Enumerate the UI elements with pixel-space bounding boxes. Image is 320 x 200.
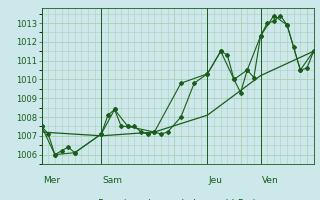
Text: Mer: Mer [43, 176, 60, 185]
Text: Jeu: Jeu [209, 176, 223, 185]
Text: Ven: Ven [262, 176, 279, 185]
Text: Pression niveau de la mer( hPa ): Pression niveau de la mer( hPa ) [99, 198, 257, 200]
Text: Sam: Sam [103, 176, 123, 185]
